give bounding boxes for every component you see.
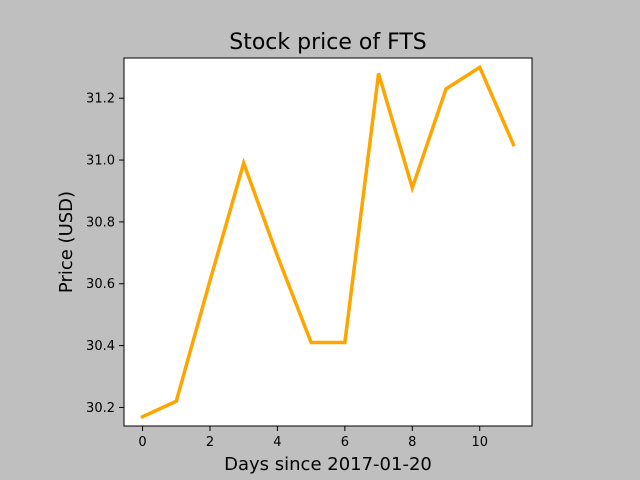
x-tick-label: 8 bbox=[408, 435, 416, 450]
y-tick-label: 30.6 bbox=[86, 277, 115, 292]
series-layer bbox=[140, 64, 516, 420]
x-tick-label: 6 bbox=[341, 435, 349, 450]
x-tick-label: 2 bbox=[206, 435, 214, 450]
y-tick-label: 31.2 bbox=[86, 92, 115, 107]
x-tick-label: 0 bbox=[138, 435, 146, 450]
x-tick-label: 4 bbox=[273, 435, 281, 450]
plot-area bbox=[124, 58, 532, 426]
y-axis-label: Price (USD) bbox=[56, 191, 77, 293]
chart-title: Stock price of FTS bbox=[229, 30, 427, 55]
plot-frame bbox=[123, 57, 533, 427]
y-tick-label: 30.2 bbox=[86, 401, 115, 416]
x-tick-label: 10 bbox=[471, 435, 488, 450]
price-line bbox=[140, 64, 516, 420]
ticks: 0 2 4 6 8 10 30.2 30.4 30.6 30.8 31.0 31.2 bbox=[86, 92, 488, 450]
y-tick-label: 31.0 bbox=[86, 154, 115, 169]
x-axis-label: Days since 2017-01-20 bbox=[224, 454, 432, 475]
y-tick-label: 30.8 bbox=[86, 215, 115, 230]
y-tick-label: 30.4 bbox=[86, 339, 115, 354]
